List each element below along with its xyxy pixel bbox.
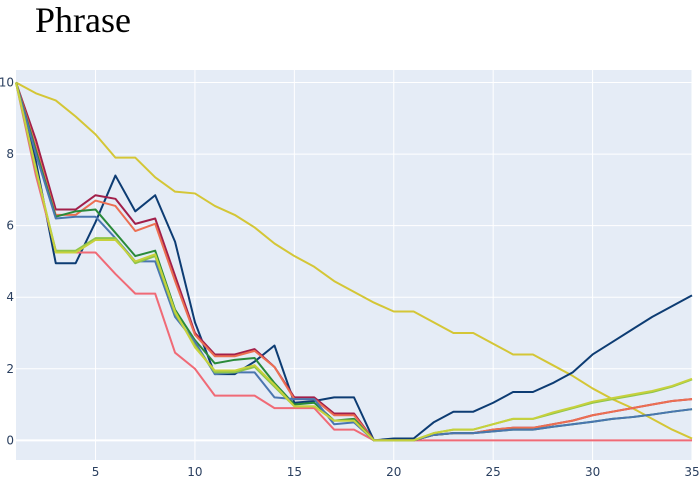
y-tick-label: 2: [6, 362, 14, 376]
y-axis-ticks: 0 2 4 6 8 10: [0, 76, 14, 448]
x-tick-label: 15: [287, 465, 302, 479]
series-lines: [15, 81, 693, 442]
y-tick-label: 6: [6, 219, 14, 233]
series-line-1: [15, 81, 693, 440]
x-tick-label: 5: [92, 465, 100, 479]
y-tick-label: 4: [6, 290, 14, 304]
x-tick-label: 35: [684, 465, 699, 479]
x-tick-label: 30: [585, 465, 600, 479]
x-tick-label: 10: [187, 465, 202, 479]
series-line-3: [15, 82, 692, 442]
x-tick-label: 20: [386, 465, 401, 479]
y-tick-label: 8: [6, 147, 14, 161]
series-line-9: [15, 82, 693, 442]
y-tick-label: 10: [0, 76, 14, 90]
x-tick-label: 25: [486, 465, 501, 479]
chart-title: Phrase: [35, 0, 131, 40]
y-tick-label: 0: [6, 433, 14, 447]
plot-background: [16, 70, 692, 460]
series-line-5: [15, 82, 693, 442]
series-line-2: [15, 82, 693, 442]
x-axis-ticks: 5 10 15 20 25 30 35: [92, 465, 700, 479]
